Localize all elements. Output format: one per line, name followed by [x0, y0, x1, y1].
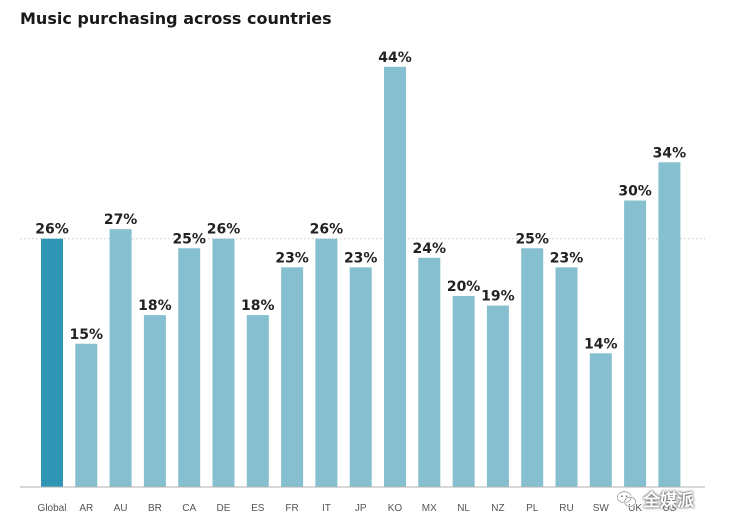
x-tick-label: DE [217, 503, 231, 514]
x-tick-label: JP [355, 503, 367, 514]
x-tick-label: NZ [491, 503, 504, 514]
x-tick-label: AR [79, 503, 93, 514]
bar-value-label: 34% [653, 145, 687, 161]
x-tick-label: SW [593, 503, 610, 514]
bar-value-label: 25% [515, 231, 549, 247]
bar-de [212, 238, 235, 487]
x-tick-label: CA [182, 503, 196, 514]
watermark-text: 全媒派 [643, 491, 694, 511]
bar-value-label: 18% [241, 298, 275, 314]
x-tick-label: ES [251, 503, 265, 514]
bar-value-label: 27% [104, 212, 138, 228]
bar-value-label: 23% [550, 250, 584, 266]
bar-value-label: 19% [481, 289, 515, 305]
bar-ru [555, 267, 578, 487]
watermark: 全媒派 [616, 486, 694, 511]
bar-br [143, 315, 166, 487]
x-tick-label: FR [285, 503, 298, 514]
x-tick-label: RU [559, 503, 573, 514]
bar-au [109, 229, 132, 487]
bar-value-label: 44% [378, 50, 412, 66]
bar-value-label: 14% [584, 336, 618, 352]
bar-value-label: 30% [618, 184, 652, 200]
bar-ko [384, 66, 406, 488]
bar-value-label: 26% [207, 222, 241, 238]
x-tick-label: MX [422, 503, 437, 514]
bar-value-label: 26% [35, 222, 69, 238]
bar-ca [178, 248, 201, 487]
x-tick-label: PL [526, 503, 539, 514]
bar-value-label: 24% [413, 241, 447, 257]
bar-value-label: 25% [172, 231, 206, 247]
wechat-logo-icon [616, 490, 637, 507]
x-tick-label: BR [148, 503, 162, 514]
bar-value-label: 23% [275, 250, 309, 266]
x-tick-label: IT [322, 503, 331, 514]
bar-pl [521, 248, 544, 487]
x-tick-label: AU [114, 503, 128, 514]
bar-nz [486, 305, 509, 487]
bar-value-label: 20% [447, 279, 481, 295]
bar-sw [589, 353, 612, 487]
bar-value-label: 23% [344, 250, 378, 266]
x-tick-label: KO [388, 503, 403, 514]
bar-fr [281, 267, 304, 487]
bar-value-label: 18% [138, 298, 172, 314]
bar-us [658, 162, 681, 488]
bar-global [41, 238, 63, 487]
bar-jp [349, 267, 372, 487]
x-tick-label: NL [457, 503, 470, 514]
x-tick-label: Global [38, 503, 67, 514]
x-tick-label: UK [628, 503, 642, 514]
bar-es [246, 315, 269, 487]
bar-value-label: 26% [310, 222, 344, 238]
bar-ar [75, 343, 98, 487]
chart-title: Music purchasing across countries [20, 9, 332, 28]
bar-value-label: 15% [70, 327, 104, 343]
bar-mx [418, 257, 441, 487]
bar-it [315, 238, 338, 487]
bar-nl [452, 296, 475, 487]
bar-uk [624, 200, 647, 487]
x-tick-label: US [662, 503, 676, 514]
